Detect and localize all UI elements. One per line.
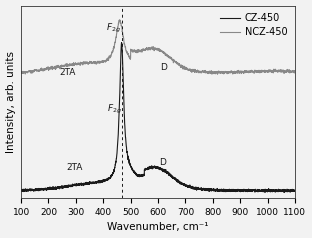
- NCZ-450: [288, 71, 292, 74]
- CZ-450: [120, 41, 124, 44]
- NCZ-450: [67, 64, 71, 67]
- CZ-450: [67, 185, 71, 188]
- CZ-450: [51, 188, 54, 190]
- Text: 2TA: 2TA: [60, 68, 76, 77]
- NCZ-450: [258, 70, 262, 73]
- NCZ-450: [216, 73, 219, 76]
- NCZ-450: [136, 48, 140, 51]
- NCZ-450: [124, 50, 128, 53]
- Line: NCZ-450: NCZ-450: [21, 20, 295, 74]
- CZ-450: [293, 189, 297, 192]
- CZ-450: [124, 144, 128, 147]
- NCZ-450: [51, 68, 54, 71]
- Legend: CZ-450, NCZ-450: CZ-450, NCZ-450: [217, 10, 290, 40]
- NCZ-450: [19, 70, 23, 73]
- NCZ-450: [118, 19, 122, 21]
- X-axis label: Wavenumber, cm⁻¹: Wavenumber, cm⁻¹: [107, 223, 209, 233]
- Text: $F_{2g}$: $F_{2g}$: [106, 21, 121, 35]
- NCZ-450: [293, 69, 297, 72]
- Text: 2TA: 2TA: [66, 163, 83, 172]
- CZ-450: [263, 191, 267, 194]
- Text: $F_{2g}$: $F_{2g}$: [107, 103, 122, 116]
- Line: CZ-450: CZ-450: [21, 43, 295, 193]
- CZ-450: [19, 188, 23, 191]
- Text: D: D: [159, 158, 166, 167]
- CZ-450: [258, 188, 262, 191]
- Text: D: D: [160, 63, 167, 72]
- Y-axis label: Intensity, arb. units: Intensity, arb. units: [6, 51, 16, 153]
- CZ-450: [136, 173, 140, 176]
- CZ-450: [288, 189, 292, 192]
